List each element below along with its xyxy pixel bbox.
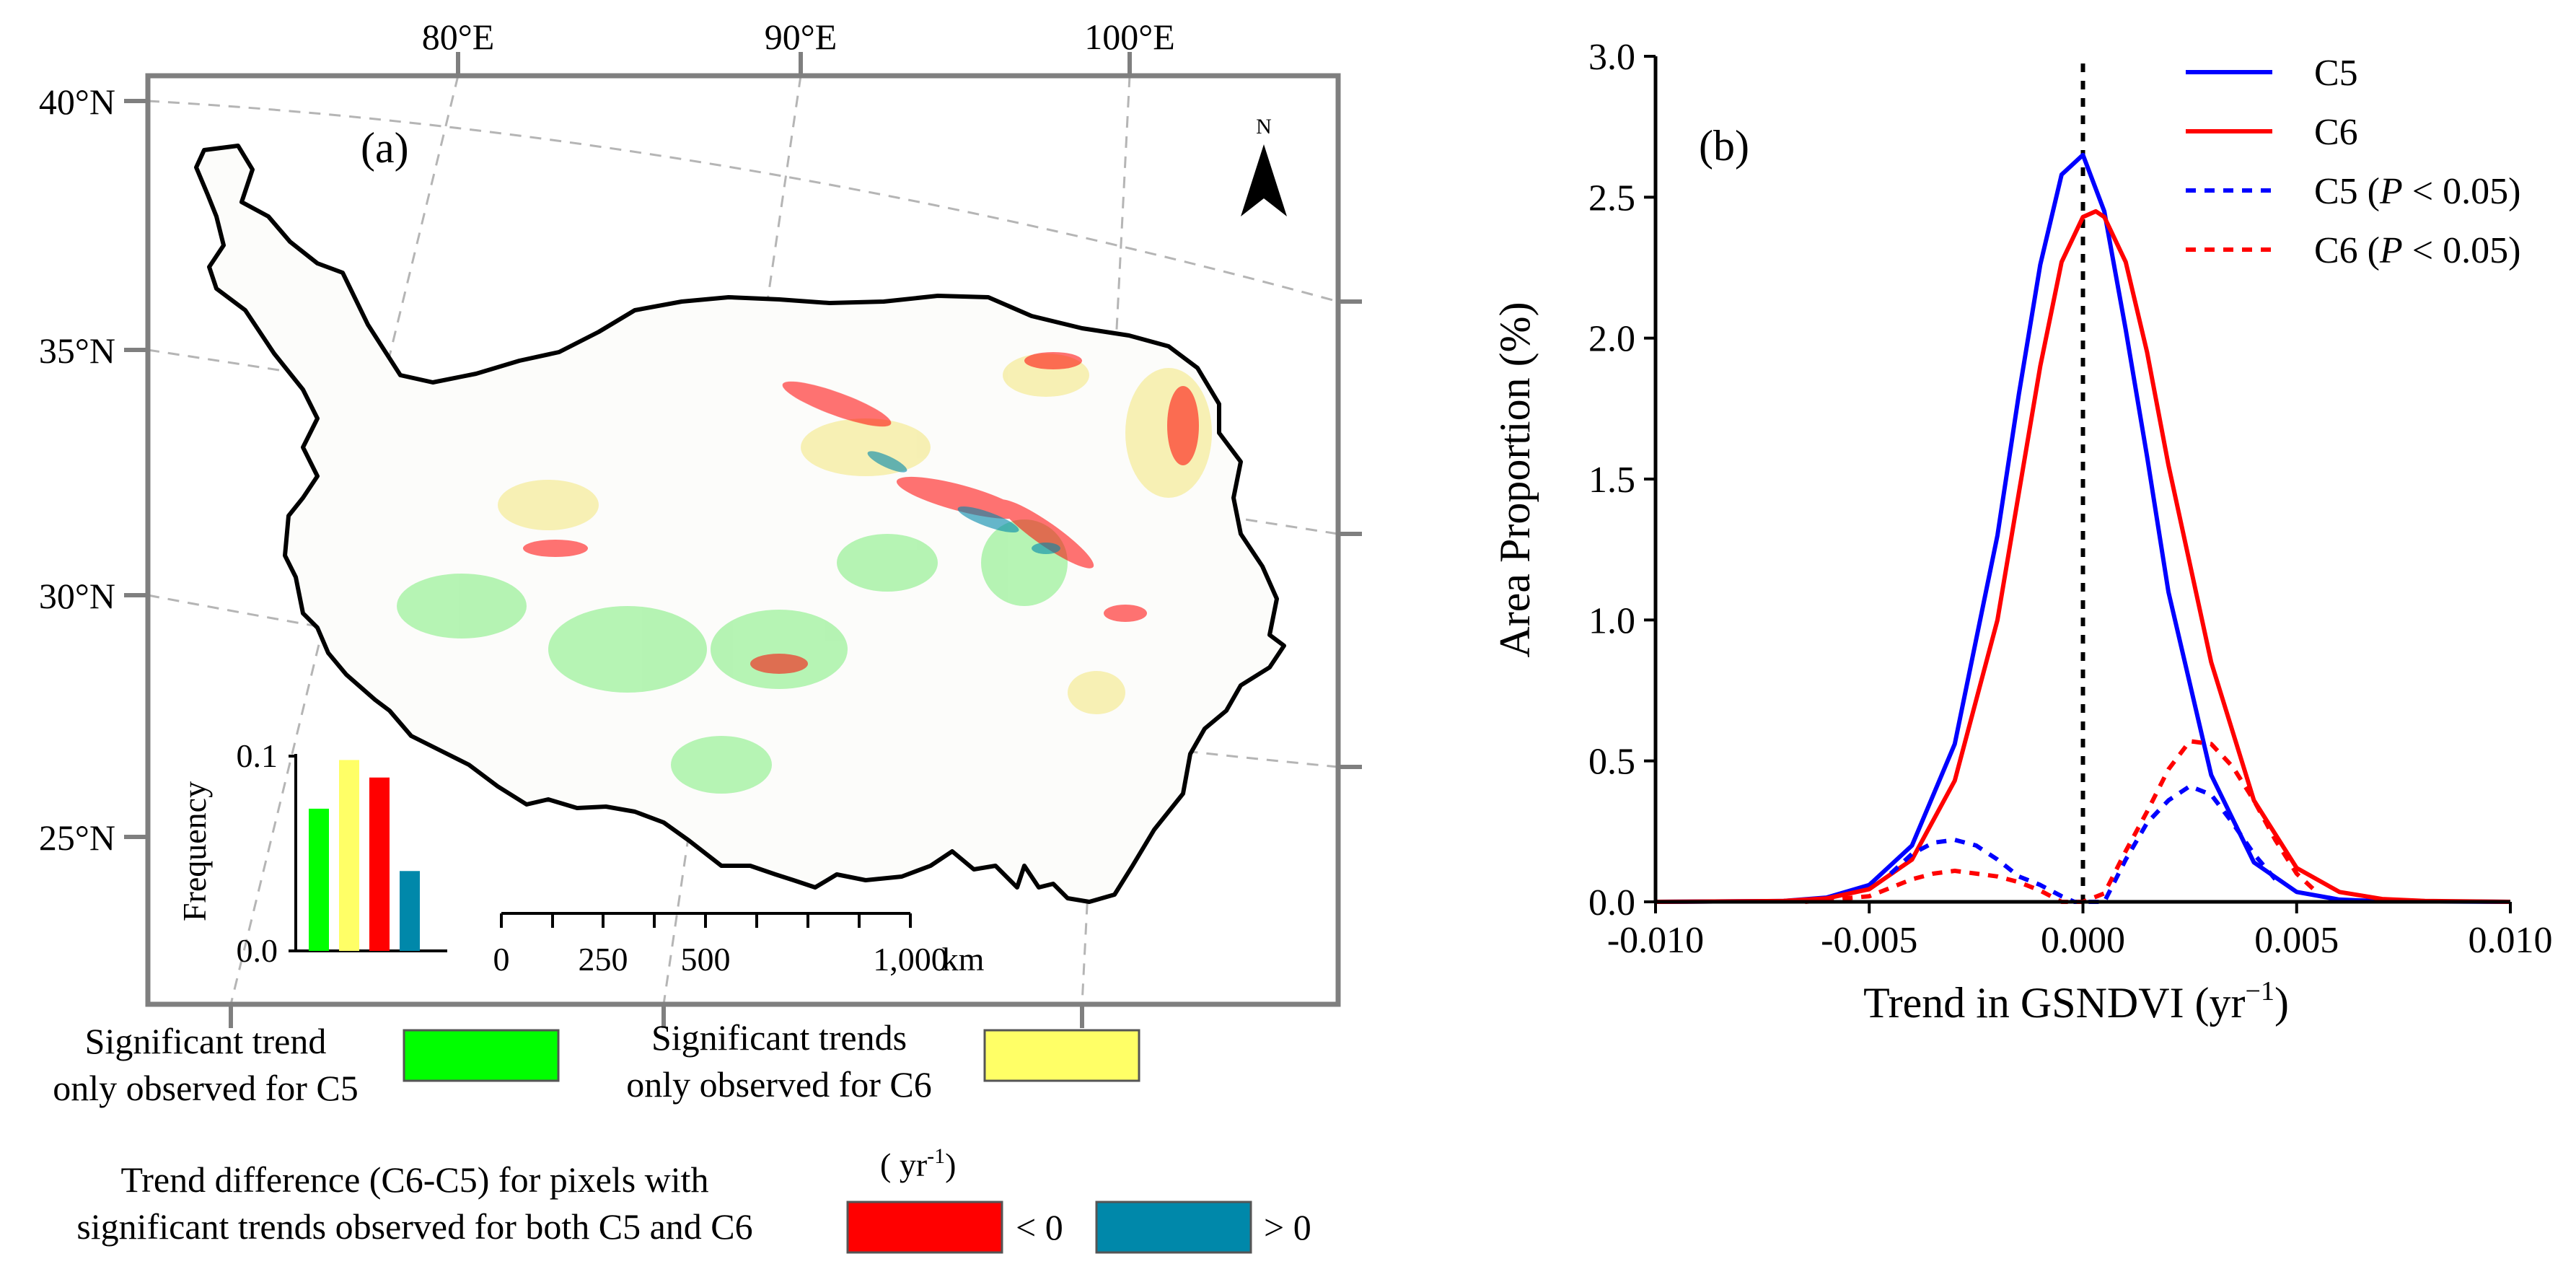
y-ticks: 0.0 0.5 1.0 1.5 2.0 2.5 3.0 xyxy=(1588,37,1656,923)
legend-label-3: C6 (P < 0.05) xyxy=(2314,230,2520,271)
lon-label-90e: 90°E xyxy=(765,17,838,57)
north-arrow-icon xyxy=(1241,144,1287,216)
legend-label-2: C5 (P < 0.05) xyxy=(2314,171,2520,212)
map-frame xyxy=(145,73,1341,1007)
lat-label-35n: 35°N xyxy=(39,330,115,371)
scale-tick-500: 500 xyxy=(681,941,731,978)
meridian-80e xyxy=(229,75,460,1005)
pixels-diff-positive xyxy=(867,451,1060,554)
legend-diff-negative-swatch xyxy=(846,1201,1003,1254)
lat-label-25n: 25°N xyxy=(39,817,115,858)
inset-ytick-1: 0.1 xyxy=(237,737,278,774)
legend-diff-line1: Trend difference (C6-C5) for pixels with xyxy=(120,1159,708,1200)
legend-diff-line2: significant trends observed for both C5 … xyxy=(76,1206,752,1247)
x-tick-label-2: 0.000 xyxy=(2041,920,2125,961)
panel-a-label: (a) xyxy=(361,124,409,172)
x-axis-label: Trend in GSNDVI (yr−1) xyxy=(1863,976,2289,1027)
x-ticks: -0.010 -0.005 0.000 0.005 0.010 xyxy=(1607,902,2553,961)
y-tick-label-2: 1.0 xyxy=(1588,600,1635,641)
legend-c5-only-line2: only observed for C5 xyxy=(53,1068,359,1108)
north-arrow: N xyxy=(1241,115,1287,216)
legend-c6-only-line1: Significant trends xyxy=(651,1017,907,1058)
legend-diff-negative-label: < 0 xyxy=(1016,1207,1063,1247)
panel-b-label: (b) xyxy=(1699,122,1749,170)
panel-a: 80°E 90°E 100°E 40°N 35°N 30°N 25°N (a) … xyxy=(39,17,1362,1254)
y-tick-label-1: 0.5 xyxy=(1588,742,1635,783)
parallel-40n xyxy=(147,100,1339,303)
legend-label-0: C5 xyxy=(2314,53,2358,94)
legend-diff-unit: ( yr-1) xyxy=(880,1144,956,1183)
y-tick-label-4: 2.0 xyxy=(1588,319,1635,360)
y-tick-label-6: 3.0 xyxy=(1588,37,1635,78)
scale-unit: km xyxy=(942,941,985,978)
lat-label-30n: 30°N xyxy=(39,576,115,616)
series-line-c5 xyxy=(1655,152,2511,904)
legend-diff-positive-label: > 0 xyxy=(1264,1207,1311,1247)
scale-tick-250: 250 xyxy=(579,941,628,978)
north-arrow-label: N xyxy=(1256,115,1272,139)
scale-tick-1000: 1,000 xyxy=(873,941,948,978)
lat-label-40n: 40°N xyxy=(39,82,115,122)
y-tick-label-0: 0.0 xyxy=(1588,882,1635,923)
scale-bar xyxy=(500,912,912,928)
inset-bar-0 xyxy=(309,808,329,951)
y-axis-label: Area Proportion (%) xyxy=(1491,302,1539,657)
map-legend: Significant trend only observed for C5 S… xyxy=(53,1017,1311,1254)
inset-bar-3 xyxy=(400,871,420,951)
legend-c6-only-swatch xyxy=(983,1029,1140,1082)
inset-ylabel: Frequency xyxy=(176,781,213,921)
legend-c5-only-line1: Significant trend xyxy=(85,1021,327,1061)
inset-ytick-0: 0.0 xyxy=(237,932,278,969)
lon-label-100e: 100°E xyxy=(1084,17,1175,57)
x-tick-label-1: -0.005 xyxy=(1821,920,1917,961)
inset-bars xyxy=(309,760,420,951)
legend-c6-only-line2: only observed for C6 xyxy=(626,1064,932,1105)
pixels-diff-negative xyxy=(523,352,1199,674)
plateau-outline xyxy=(194,144,1286,904)
x-tick-label-3: 0.005 xyxy=(2254,920,2339,961)
chart-legend: C5 C6 C5 (P < 0.05) C6 (P < 0.05) xyxy=(2186,53,2520,271)
legend-label-1: C6 xyxy=(2314,112,2358,153)
y-tick-label-5: 2.5 xyxy=(1588,177,1635,219)
x-tick-label-0: -0.010 xyxy=(1607,920,1704,961)
legend-c5-only-swatch xyxy=(403,1029,560,1082)
legend-diff-positive-swatch xyxy=(1095,1201,1252,1254)
map-frame-ticks xyxy=(124,52,1362,1028)
panel-b: (b) 0.0 0.5 1.0 1.5 2.0 2.5 3.0 -0.010 -0.005 0.… xyxy=(1491,37,2553,1027)
inset-bar-2 xyxy=(369,777,390,951)
trend-pixels xyxy=(397,352,1212,794)
lon-label-80e: 80°E xyxy=(422,17,495,57)
pixels-c5-only xyxy=(397,519,1068,794)
x-tick-label-4: 0.010 xyxy=(2469,920,2553,961)
y-tick-label-3: 1.5 xyxy=(1588,460,1635,501)
scale-tick-0: 0 xyxy=(493,941,510,978)
inset-bar-1 xyxy=(339,760,359,951)
inset-chart: 0.0 0.1 Frequency xyxy=(176,737,447,969)
